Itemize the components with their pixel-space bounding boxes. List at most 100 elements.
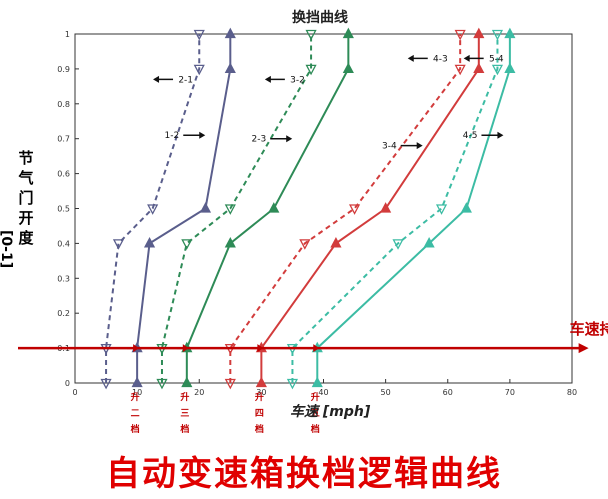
data-point [504, 27, 516, 39]
y-tick-label: 0.7 [57, 135, 70, 144]
data-point [255, 376, 267, 388]
y-tick-label: 1 [65, 30, 70, 39]
data-point [423, 237, 435, 248]
data-point [380, 202, 392, 213]
x-tick-label: 30 [256, 388, 266, 397]
series-1-2 [131, 27, 236, 388]
data-point [143, 237, 156, 248]
annotation-arrowhead [153, 75, 160, 83]
upshift-label: 升四档 [255, 391, 264, 435]
y-tick-label: 0 [65, 379, 70, 388]
series-line-2-1 [105, 34, 201, 383]
upshift-label: 升五档 [311, 391, 320, 435]
data-point [181, 239, 193, 250]
annotation-label: 4-3 [433, 54, 448, 64]
upshift-升三档: 升三档 [176, 344, 189, 435]
upshift-升五档: 升五档 [307, 344, 320, 435]
data-point [199, 202, 212, 213]
data-point [286, 378, 299, 390]
x-tick-label: 50 [381, 388, 391, 397]
x-tick-label: 0 [72, 388, 77, 397]
data-point [100, 378, 112, 390]
data-point [268, 202, 280, 213]
data-point [435, 204, 448, 215]
annotation-layer: 2-1 1-2 3-2 2-3 4-3 5-4 3-4 4-5 [153, 54, 504, 152]
annotation-arrowhead [286, 135, 293, 143]
data-point [491, 64, 504, 76]
y-tick-label: 0.8 [57, 100, 70, 109]
data-point [473, 27, 485, 39]
data-point [224, 204, 236, 215]
series-layer [100, 27, 516, 390]
series-line-1-2 [136, 34, 232, 383]
upshift-arrowhead [182, 344, 189, 353]
y-tick-label: 0.2 [57, 309, 70, 318]
x-tick-label: 20 [194, 388, 204, 397]
data-point [491, 29, 504, 41]
x-tick-label: 80 [567, 388, 577, 397]
series-line-4-5 [316, 34, 511, 383]
series-3-4 [255, 27, 485, 388]
y-tick-label: 0.6 [57, 170, 70, 179]
x-tick-label: 10 [132, 388, 142, 397]
x-tick-label: 60 [443, 388, 453, 397]
annotation-3-2: 3-2 [264, 75, 305, 85]
upshift-升四档: 升四档 [251, 344, 264, 435]
series-2-1 [100, 29, 205, 390]
y-tick-label: 0.3 [57, 274, 70, 283]
chart-title: 换挡曲线 [292, 9, 348, 26]
bottom-title: 自动变速箱换档逻辑曲线 [106, 454, 502, 494]
upshift-label: 升二档 [131, 391, 140, 435]
data-point [224, 237, 236, 248]
annotation-arrowhead [199, 131, 206, 139]
annotation-4-3: 4-3 [407, 54, 448, 64]
data-point [330, 237, 342, 248]
annotation-4-5: 4-5 [463, 131, 504, 141]
y-tick-label: 0.5 [57, 205, 70, 214]
data-point [193, 64, 205, 76]
speed-line-layer: 车速持续上升升二档 升三档 升四档 升五档 [18, 320, 608, 435]
annotation-label: 2-1 [178, 75, 193, 85]
data-point [342, 62, 354, 74]
data-point [454, 29, 466, 41]
data-point [224, 378, 236, 390]
axes: 0102030405060708000.10.20.30.40.50.60.70… [57, 30, 577, 397]
series-line-2-3 [185, 34, 350, 383]
annotation-label: 3-4 [382, 142, 397, 152]
annotation-label: 3-2 [290, 75, 305, 85]
annotation-label: 1-2 [165, 131, 180, 141]
annotation-arrowhead [407, 54, 414, 62]
x-tick-label: 70 [505, 388, 515, 397]
data-point [348, 204, 361, 215]
series-line-4-3 [229, 34, 462, 383]
upshift-arrowhead [257, 344, 264, 353]
annotation-arrowhead [416, 142, 423, 150]
upshift-升二档: 升二档 [127, 344, 140, 435]
annotation-arrowhead [463, 54, 470, 62]
series-2-3 [181, 27, 354, 388]
annotation-2-3: 2-3 [252, 135, 293, 145]
data-point [504, 62, 516, 74]
series-line-3-2 [160, 34, 313, 383]
data-point [473, 62, 485, 74]
y-axis-range-label: [0-1] [0, 230, 14, 269]
upshift-arrowhead [313, 344, 320, 353]
annotation-label: 5-4 [489, 54, 504, 64]
data-point [131, 376, 143, 388]
series-4-3 [224, 29, 466, 390]
y-tick-label: 0.9 [57, 65, 70, 74]
annotation-5-4: 5-4 [463, 54, 504, 64]
data-point [193, 29, 205, 41]
annotation-arrowhead [497, 131, 504, 139]
annotation-3-4: 3-4 [382, 142, 423, 152]
data-point [112, 239, 125, 250]
x-tick-label: 40 [318, 388, 328, 397]
series-4-5 [311, 27, 516, 388]
annotation-arrowhead [264, 75, 271, 83]
data-point [342, 27, 354, 39]
data-point [460, 202, 472, 213]
data-point [311, 376, 323, 388]
series-line-3-4 [260, 34, 480, 383]
data-point [305, 64, 317, 76]
data-point [224, 27, 236, 39]
